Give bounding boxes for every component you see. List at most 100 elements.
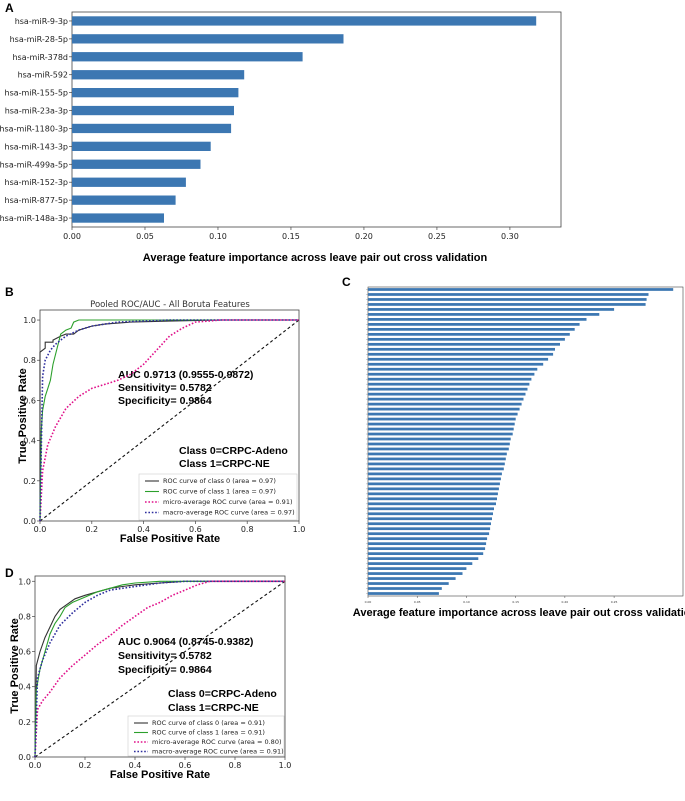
- panel-d-roc-curve: [34, 580, 285, 758]
- panel-d-stat-sensitivity: Sensitivity= 0.5782: [118, 650, 212, 662]
- panel-c-bar: [368, 288, 674, 291]
- panel-c-bar: [368, 327, 575, 331]
- panel-c-bar: [368, 332, 570, 336]
- panel-d-ytick-label: 0.0: [18, 753, 31, 762]
- panel-c-bar: [368, 487, 499, 491]
- panel-d-roc-curve: [34, 580, 285, 758]
- panel-c-bar: [368, 417, 516, 421]
- panel-c-bar: [368, 392, 526, 396]
- panel-a-xtick-label: 0.15: [282, 232, 300, 241]
- panel-a-category-label: hsa-miR-9-3p: [15, 17, 68, 26]
- panel-a-bar: [72, 195, 176, 205]
- panel-a-xtick-label: 0.20: [355, 232, 373, 241]
- panel-b-xlabel: False Positive Rate: [120, 533, 220, 545]
- panel-d-xlabel: False Positive Rate: [110, 769, 210, 781]
- panel-c-bar: [368, 517, 492, 521]
- panel-c-bar: [368, 472, 502, 476]
- panel-c-bar: [368, 462, 505, 466]
- panel-c-bar: [368, 482, 500, 486]
- panel-a-bar: [72, 141, 211, 151]
- panel-d-roc-curve: [34, 580, 285, 758]
- panel-d-xtick-label: 0.6: [179, 761, 192, 770]
- panel-c-bar: [368, 562, 473, 565]
- panel-c-xtick-label: 0.15: [512, 600, 519, 604]
- panel-b-legend-label: micro-average ROC curve (area = 0.91): [163, 498, 293, 506]
- panel-d-legend-label: ROC curve of class 0 (area = 0.91): [152, 719, 265, 727]
- panel-c-bar: [368, 592, 439, 595]
- panel-a-xtick-label: 0.30: [501, 232, 519, 241]
- panel-d-stat-auc: AUC 0.9064 (0.8745-0.9382): [118, 636, 253, 648]
- panel-c-xlabel: Average feature importance across leave …: [353, 607, 685, 619]
- panel-b-ytick-label: 0.2: [23, 477, 36, 486]
- panel-c-bar: [368, 572, 463, 575]
- panel-a-bar: [72, 34, 344, 44]
- panel-c-bar: [368, 587, 442, 590]
- panel-b-ytick-label: 0.6: [23, 396, 36, 405]
- panel-c-bar: [368, 437, 511, 441]
- panel-c-bar: [368, 352, 554, 356]
- panel-c-bar: [368, 507, 494, 511]
- panel-a-bar: [72, 177, 186, 187]
- panel-a-category-label: hsa-miR-28-5p: [10, 35, 68, 44]
- panel-b-legend-box: [138, 473, 298, 521]
- panel-b-legend-label: macro-average ROC curve (area = 0.97): [163, 509, 295, 517]
- panel-c-bar: [368, 407, 520, 411]
- panel-b-xtick-label: 0.4: [137, 525, 150, 534]
- panel-c-bar: [368, 397, 524, 401]
- panel-d-legend-label: macro-average ROC curve (area = 0.91): [152, 748, 284, 756]
- panel-c-bar: [368, 502, 496, 506]
- panel-a-category-label: hsa-miR-1180-3p: [0, 124, 68, 133]
- panel-d-frame: [34, 575, 286, 758]
- panel-d-legend-box: [127, 715, 285, 757]
- panel-a-bar: [72, 52, 303, 62]
- panel-c-bar: [368, 442, 510, 446]
- panel-b-xtick-label: 0.2: [85, 525, 98, 534]
- panel-d-chance-line: [34, 580, 286, 758]
- panel-label-d: D: [5, 566, 14, 580]
- panel-d-ytick-label: 0.2: [18, 718, 31, 727]
- panel-c-xtick-label: 0.05: [414, 600, 421, 604]
- panel-label-c: C: [342, 275, 351, 289]
- panel-a-bar: [72, 105, 234, 116]
- panel-a-xtick-label: 0.00: [63, 232, 81, 241]
- panel-c-bar: [368, 477, 501, 481]
- panel-b-ytick-label: 1.0: [23, 316, 36, 325]
- panel-c-bar: [368, 382, 530, 386]
- panel-c-bar: [368, 387, 528, 391]
- panel-c-bar-chart: Average feature importance across leave …: [353, 286, 685, 619]
- panel-a-category-label: hsa-miR-143-3p: [5, 142, 69, 151]
- panel-a-bar: [72, 88, 239, 98]
- panel-b-xtick-label: 0.6: [189, 525, 202, 534]
- panel-d-xtick-label: 1.0: [279, 761, 292, 770]
- panel-c-bar: [368, 452, 507, 456]
- panel-c-bar: [368, 467, 504, 471]
- panel-d-ytick-label: 0.8: [18, 612, 31, 621]
- panel-c-bar: [368, 582, 449, 585]
- panel-a-bar: [72, 16, 537, 26]
- panel-a-bar: [72, 213, 164, 223]
- panel-b-class0-label: Class 0=CRPC-Adeno: [179, 445, 288, 457]
- panel-c-bar: [368, 367, 538, 371]
- panel-a-category-label: hsa-miR-152-3p: [5, 178, 69, 187]
- panel-a-category-label: hsa-miR-23a-3p: [5, 107, 68, 116]
- panel-b-ylabel: True Positive Rate: [17, 368, 29, 463]
- panel-c-bar: [368, 357, 549, 361]
- panel-b-legend-label: ROC curve of class 1 (area = 0.97): [163, 488, 276, 496]
- panel-b-stat-specificity: Specificity= 0.9864: [118, 395, 212, 407]
- panel-d-xtick-label: 0.2: [79, 761, 92, 770]
- panel-b-title: Pooled ROC/AUC - All Boruta Features: [90, 300, 250, 310]
- panel-a-bar: [72, 159, 201, 169]
- panel-c-bar: [368, 313, 600, 316]
- panel-c-bar: [368, 308, 615, 311]
- panel-b-roc-curve: [39, 319, 299, 522]
- panel-d-ylabel: True Positive Rate: [9, 618, 21, 713]
- panel-d-ytick-label: 0.4: [18, 683, 31, 692]
- panel-b-ytick-label: 0.4: [23, 437, 36, 446]
- panel-c-xtick-label: 0.25: [611, 600, 618, 604]
- panel-d-roc-chart: False Positive Rate True Positive Rate A…: [9, 575, 292, 781]
- panel-d-class1-label: Class 1=CRPC-NE: [168, 702, 259, 714]
- panel-a-category-label: hsa-miR-592: [18, 71, 68, 80]
- panel-d-ytick-label: 0.6: [18, 648, 31, 657]
- panel-c-bar: [368, 318, 587, 321]
- panel-c-xtick-label: 0.10: [463, 600, 470, 604]
